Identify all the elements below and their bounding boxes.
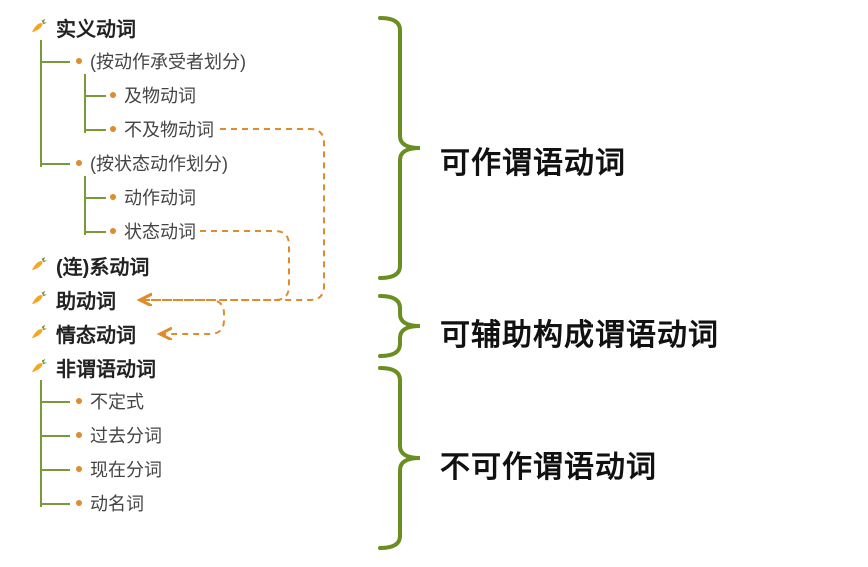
tree-node-n9: 情态动词 [30,316,370,350]
tree-node-n14: 动名词 [30,486,370,520]
node-label: 实义动词 [56,13,136,42]
tree-connector [84,176,86,235]
brace [380,18,420,278]
node-label: (按状态动作划分) [90,150,228,176]
tree-node-n11: 不定式 [30,384,370,418]
tree-node-n13: 现在分词 [30,452,370,486]
tree-node-n6: 状态动词 [30,214,370,248]
carrot-icon [30,18,48,36]
node-label: 动作动词 [124,184,196,210]
right-label-2: 可辅助构成谓语动词 [440,310,719,354]
tree-node-n8: 助动词 [30,282,370,316]
tree-node-n3: 不及物动词 [30,112,370,146]
brace [380,368,420,548]
tree-connector [84,197,106,199]
tree-node-n12: 过去分词 [30,418,370,452]
node-label: 动名词 [90,490,144,516]
bullet-icon [76,398,82,404]
bullet-icon [76,432,82,438]
tree-connector [40,40,42,167]
tree-connector [40,401,70,403]
tree-node-n4: (按状态动作划分) [30,146,370,180]
carrot-icon [30,358,48,376]
tree-connector [40,435,70,437]
tree-connector [84,95,106,97]
node-label: 助动词 [56,285,116,314]
right-label-3: 不可作谓语动词 [440,442,657,486]
node-label: (按动作承受者划分) [90,48,246,74]
tree-node-n0: 实义动词 [30,10,370,44]
tree-connector [84,231,106,233]
node-label: (连)系动词 [56,251,149,280]
node-label: 过去分词 [90,422,162,448]
node-label: 非谓语动词 [56,353,156,382]
bullet-icon [110,92,116,98]
bullet-icon [76,160,82,166]
tree-connector [40,163,70,165]
tree-connector [40,61,70,63]
bullet-icon [76,500,82,506]
tree-node-n1: (按动作承受者划分) [30,44,370,78]
tree-node-n7: (连)系动词 [30,248,370,282]
node-label: 状态动词 [124,218,196,244]
carrot-icon [30,324,48,342]
carrot-icon [30,290,48,308]
bullet-icon [110,126,116,132]
bullet-icon [110,194,116,200]
right-label-1: 可作谓语动词 [440,138,626,182]
tree-node-n5: 动作动词 [30,180,370,214]
tree-node-n10: 非谓语动词 [30,350,370,384]
brace [380,296,420,356]
tree-node-n2: 及物动词 [30,78,370,112]
node-label: 现在分词 [90,456,162,482]
bullet-icon [76,58,82,64]
tree-connector [40,503,70,505]
bullet-icon [76,466,82,472]
tree-connector [40,469,70,471]
node-label: 及物动词 [124,82,196,108]
carrot-icon [30,256,48,274]
tree-connector [84,129,106,131]
node-label: 情态动词 [56,319,136,348]
node-label: 不定式 [90,388,144,414]
tree-connector [40,380,42,507]
bullet-icon [110,228,116,234]
node-label: 不及物动词 [124,116,214,142]
tree-connector [84,74,86,133]
